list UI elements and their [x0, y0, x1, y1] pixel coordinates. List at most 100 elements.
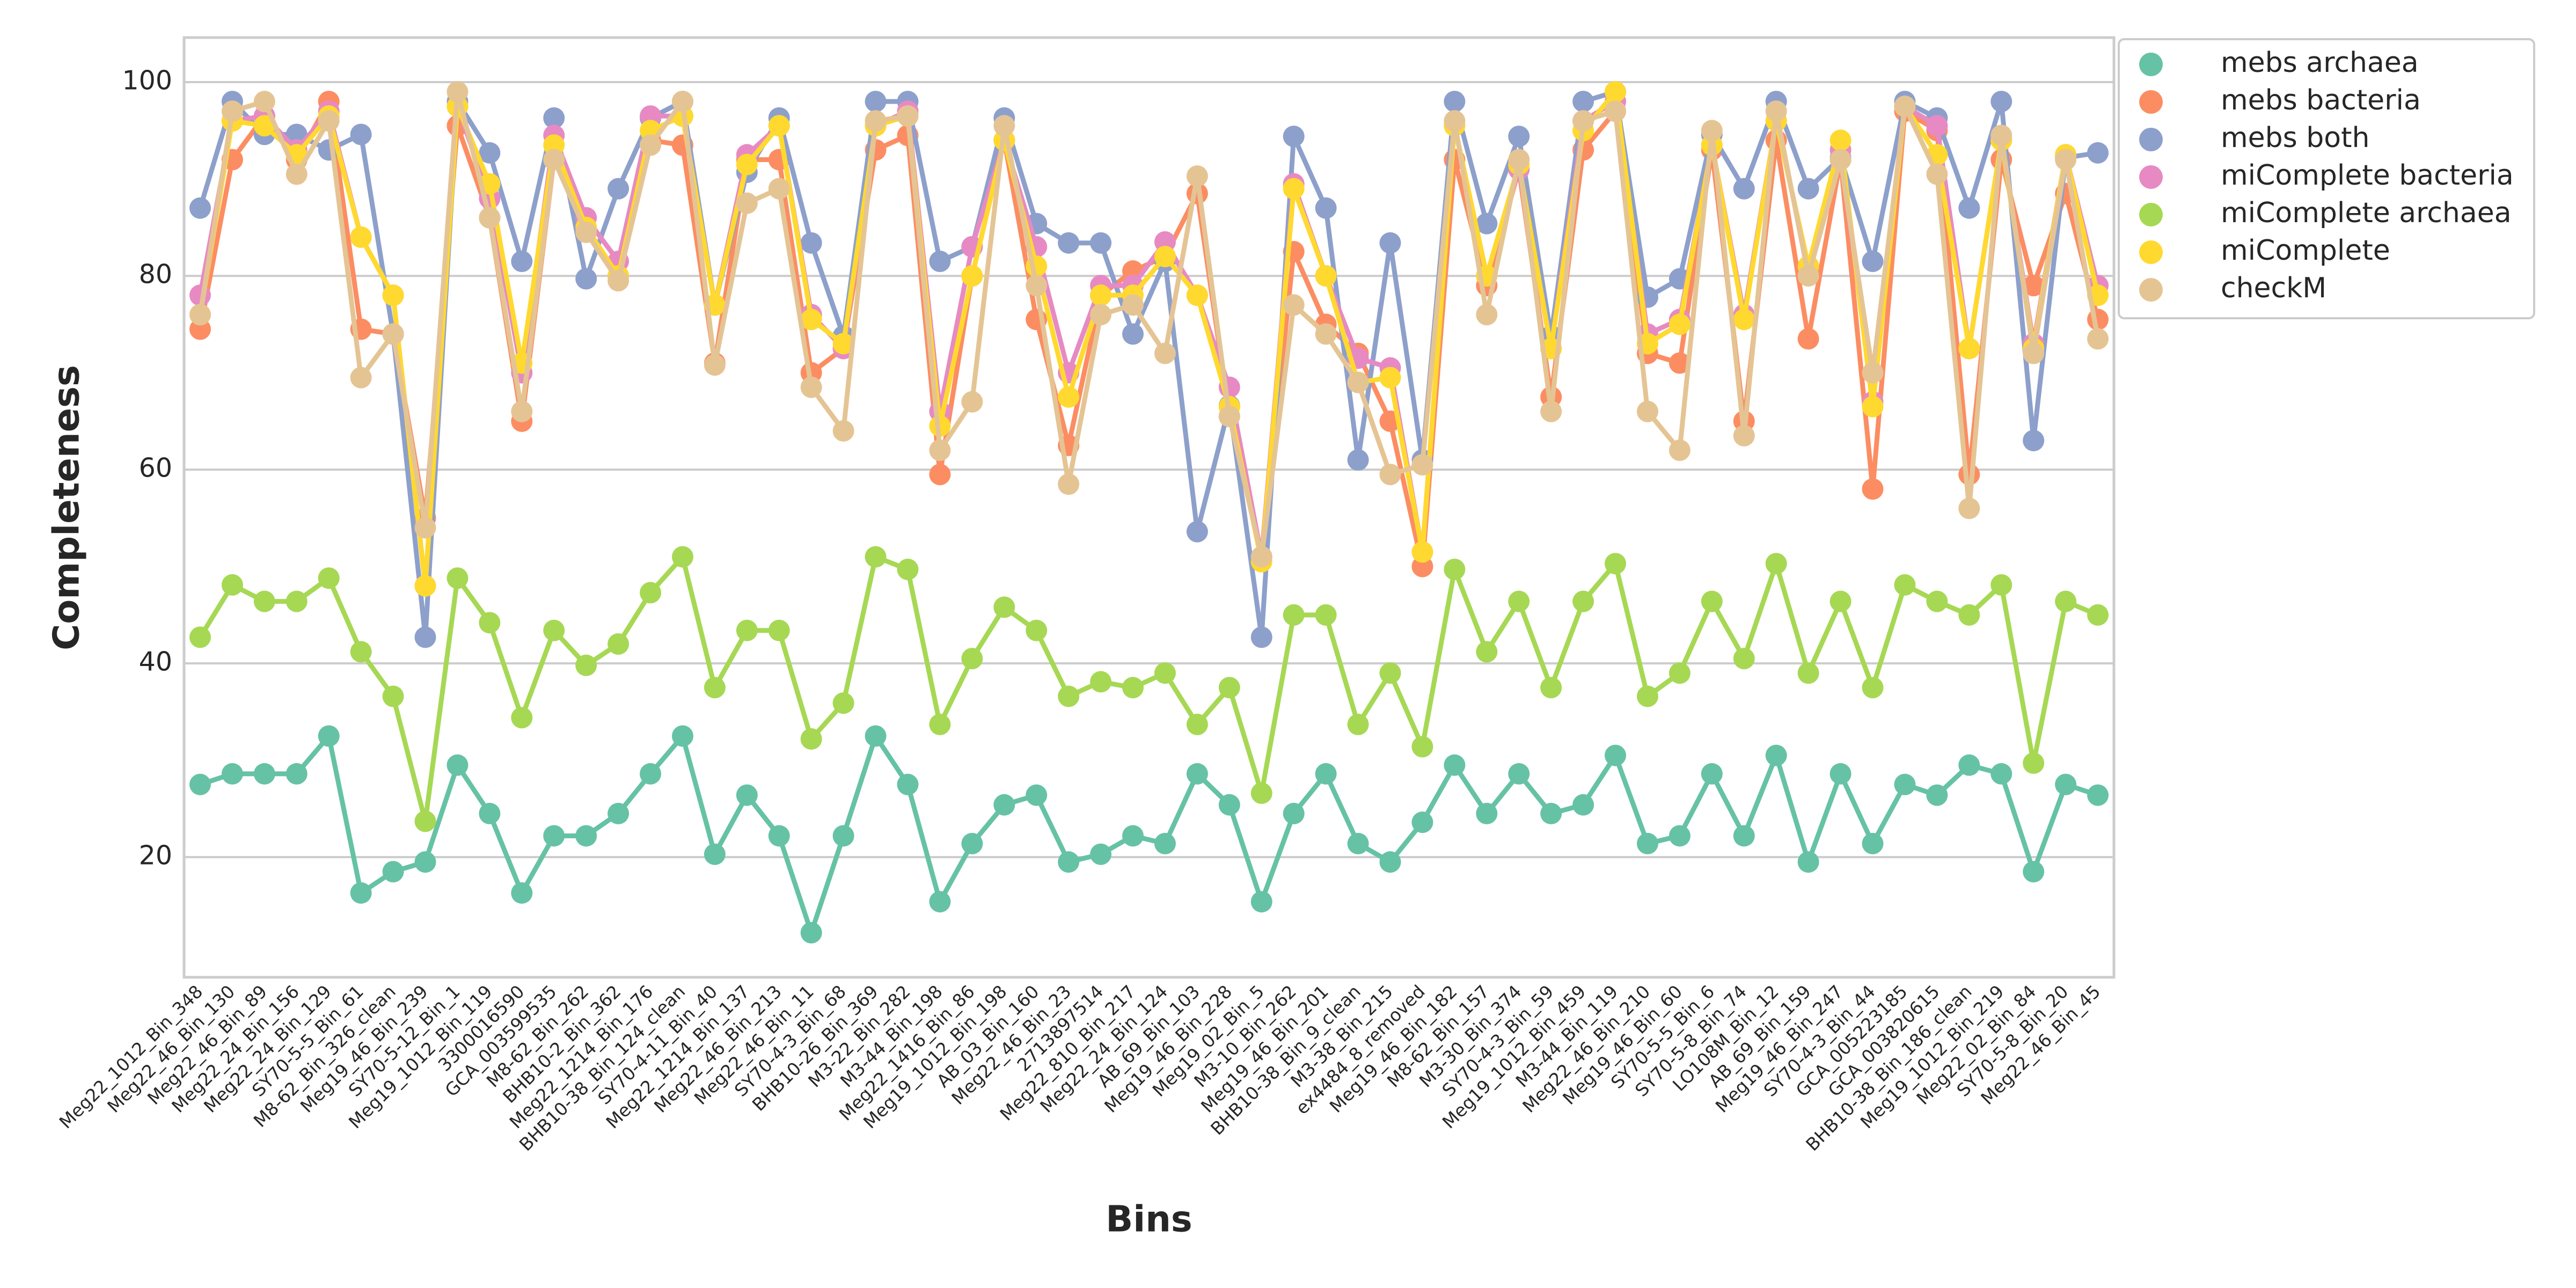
point [1733, 425, 1755, 447]
y-tick-label: 60 [139, 453, 172, 484]
point [1668, 662, 1690, 684]
point [1990, 574, 2012, 596]
point [575, 221, 597, 243]
point [961, 832, 983, 854]
point [1476, 802, 1498, 824]
point [1990, 125, 2012, 147]
point [671, 546, 693, 568]
point [2087, 784, 2109, 806]
point [1829, 590, 1851, 612]
point [1186, 165, 1208, 187]
point [1218, 794, 1240, 816]
point [929, 713, 951, 735]
point [1476, 304, 1498, 326]
point [1347, 449, 1369, 471]
point [511, 882, 533, 904]
point [1668, 352, 1690, 374]
point [447, 567, 469, 589]
point [800, 376, 822, 398]
point [221, 574, 243, 596]
point [350, 123, 372, 145]
point [1765, 100, 1787, 122]
point [2023, 342, 2045, 364]
point [1636, 400, 1658, 422]
y-tick-label: 80 [139, 259, 172, 290]
point [1347, 832, 1369, 854]
point [1605, 100, 1627, 122]
point [1026, 275, 1048, 297]
point [865, 546, 887, 568]
point [1154, 662, 1176, 684]
point [1122, 677, 1144, 699]
point [1315, 265, 1337, 287]
legend-marker [2139, 165, 2163, 189]
point [897, 559, 919, 581]
point [865, 725, 887, 747]
point [1315, 763, 1337, 785]
point [2055, 773, 2077, 795]
point [1508, 763, 1530, 785]
point [1379, 232, 1401, 254]
point [1058, 851, 1080, 873]
point [1668, 825, 1690, 847]
point [253, 763, 275, 785]
point [1572, 794, 1594, 816]
point [1090, 843, 1112, 865]
point [543, 149, 565, 171]
point [1058, 685, 1080, 707]
point [1797, 662, 1819, 684]
point [1990, 91, 2012, 113]
point [253, 115, 275, 137]
point [1186, 284, 1208, 306]
point [1701, 590, 1723, 612]
point [640, 134, 662, 156]
point [768, 619, 790, 641]
series [189, 546, 2109, 832]
y-axis-title: Completeness [46, 365, 87, 650]
point [1636, 685, 1658, 707]
x-axis-title: Bins [1106, 1198, 1192, 1240]
point [221, 763, 243, 785]
point [511, 400, 533, 422]
point [1926, 163, 1948, 185]
point [1958, 197, 1980, 219]
point [832, 420, 854, 442]
point [640, 582, 662, 604]
point [1411, 454, 1433, 476]
point [1122, 825, 1144, 847]
point [1958, 754, 1980, 776]
point [543, 619, 565, 641]
y-tick-label: 20 [139, 840, 172, 871]
point [2055, 149, 2077, 171]
point [671, 91, 693, 113]
y-tick-label: 100 [122, 65, 172, 96]
point [1090, 671, 1112, 693]
point [447, 81, 469, 103]
point [1862, 396, 1884, 418]
point [1315, 604, 1337, 626]
point [1797, 328, 1819, 350]
legend-label: miComplete archaea [2221, 197, 2512, 229]
point [1411, 541, 1433, 563]
point [1444, 91, 1466, 113]
point [479, 612, 501, 634]
point [479, 207, 501, 229]
point [189, 304, 211, 326]
point [1540, 677, 1562, 699]
point [1894, 574, 1916, 596]
point [768, 115, 790, 137]
point [800, 921, 822, 943]
point [1765, 553, 1787, 575]
point [1283, 604, 1305, 626]
point [1829, 763, 1851, 785]
point [1154, 245, 1176, 267]
point [929, 439, 951, 461]
point [1797, 178, 1819, 200]
point [479, 802, 501, 824]
point [1411, 736, 1433, 758]
point [1829, 149, 1851, 171]
point [286, 590, 308, 612]
point [2023, 275, 2045, 297]
